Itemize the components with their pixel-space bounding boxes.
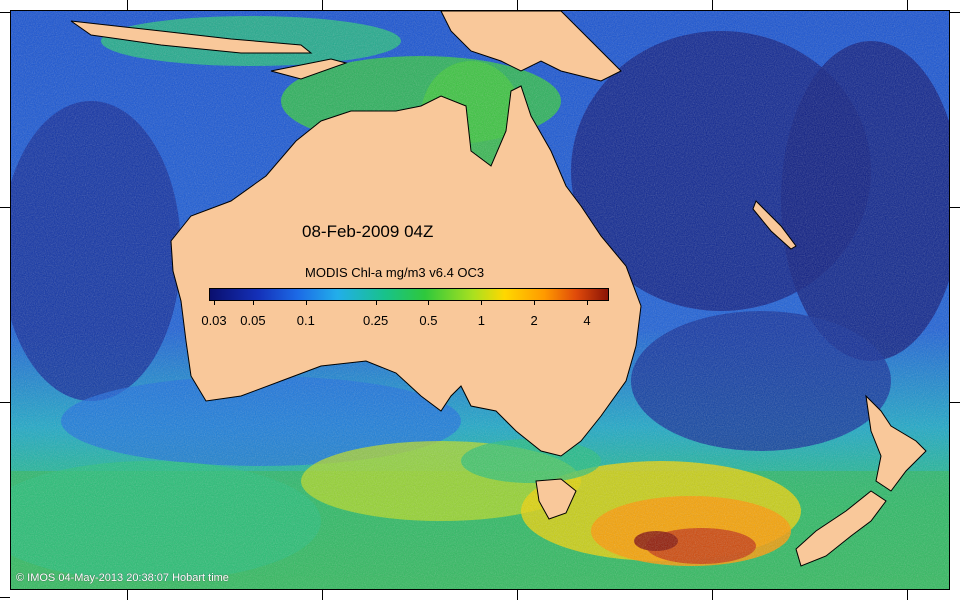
land-new-zealand-north xyxy=(865,394,927,492)
land-tasmania xyxy=(535,478,577,520)
land-new-caledonia xyxy=(752,200,797,250)
frame-tick xyxy=(127,0,128,10)
colorbar-tick-label: 2 xyxy=(530,313,538,328)
land-australia xyxy=(170,85,642,457)
copyright-notice: © IMOS 04-May-2013 20:38:07 Hobart time xyxy=(16,572,229,584)
land-java-sumatra xyxy=(70,20,313,54)
colorbar-tick-mark xyxy=(481,300,483,305)
colorbar-tick-label: 1 xyxy=(477,313,485,328)
colorbar-tick-mark xyxy=(252,300,254,305)
frame-tick xyxy=(712,0,713,10)
frame-tick xyxy=(0,12,10,13)
frame-tick xyxy=(712,590,713,600)
frame-tick xyxy=(517,0,518,10)
frame-tick xyxy=(0,207,10,208)
chlorophyll-map xyxy=(10,10,950,590)
colorbar-tick-mark xyxy=(428,300,430,305)
frame-tick xyxy=(950,207,960,208)
colorbar-tick-label: 0.03 xyxy=(201,313,227,328)
colorbar-tick-mark xyxy=(305,300,307,305)
date-label: 08-Feb-2009 04Z xyxy=(302,222,434,241)
colorbar-tick-label: 0.5 xyxy=(419,313,438,328)
frame-tick xyxy=(950,402,960,403)
colorbar-tick-mark xyxy=(587,300,588,305)
colorbar-tick-label: 0.1 xyxy=(296,313,315,328)
land-new-zealand-south xyxy=(795,490,887,567)
frame-tick xyxy=(907,0,908,10)
land-new-guinea xyxy=(440,11,622,82)
frame-tick xyxy=(322,0,323,10)
frame-tick xyxy=(322,590,323,600)
colorbar-tick-label: 0.25 xyxy=(362,313,389,328)
map-canvas xyxy=(11,11,949,589)
frame-tick xyxy=(907,590,908,600)
colorbar-tick-label: 0.05 xyxy=(240,313,266,328)
frame-tick xyxy=(950,12,960,13)
colorbar-tick-mark xyxy=(375,300,377,305)
land-timor xyxy=(270,58,348,80)
frame-tick xyxy=(0,597,10,598)
frame-tick xyxy=(517,590,518,600)
colorbar-tick-mark xyxy=(214,300,215,305)
colorbar-title: MODIS Chl-a mg/m3 v6.4 OC3 xyxy=(305,265,485,280)
colorbar xyxy=(209,288,609,301)
colorbar-tick-mark xyxy=(534,300,536,305)
frame-tick xyxy=(127,590,128,600)
colorbar-tick-label: 4 xyxy=(583,313,591,328)
frame-tick xyxy=(0,402,10,403)
